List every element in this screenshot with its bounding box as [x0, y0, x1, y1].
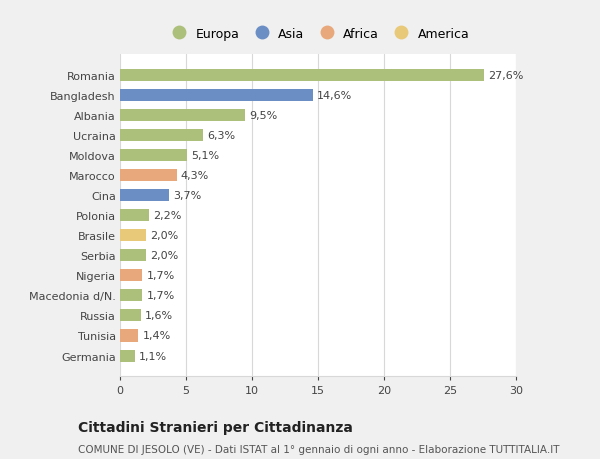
- Bar: [120, 310, 141, 322]
- Bar: [120, 350, 134, 362]
- Text: 1,1%: 1,1%: [139, 351, 167, 361]
- Bar: [120, 90, 313, 102]
- Text: 6,3%: 6,3%: [207, 131, 235, 141]
- Text: 4,3%: 4,3%: [181, 171, 209, 181]
- Text: 9,5%: 9,5%: [250, 111, 278, 121]
- Bar: [120, 110, 245, 122]
- Text: 5,1%: 5,1%: [191, 151, 220, 161]
- Text: 1,6%: 1,6%: [145, 311, 173, 321]
- Text: Cittadini Stranieri per Cittadinanza: Cittadini Stranieri per Cittadinanza: [78, 420, 353, 434]
- Text: 1,7%: 1,7%: [146, 291, 175, 301]
- Bar: [120, 190, 169, 202]
- Bar: [120, 150, 187, 162]
- Text: 2,2%: 2,2%: [153, 211, 181, 221]
- Bar: [120, 250, 146, 262]
- Text: 1,7%: 1,7%: [146, 271, 175, 281]
- Bar: [120, 70, 484, 82]
- Bar: [120, 210, 149, 222]
- Bar: [120, 270, 142, 282]
- Bar: [120, 170, 177, 182]
- Text: 2,0%: 2,0%: [151, 251, 179, 261]
- Legend: Europa, Asia, Africa, America: Europa, Asia, Africa, America: [161, 23, 475, 46]
- Text: COMUNE DI JESOLO (VE) - Dati ISTAT al 1° gennaio di ogni anno - Elaborazione TUT: COMUNE DI JESOLO (VE) - Dati ISTAT al 1°…: [78, 444, 560, 454]
- Bar: [120, 230, 146, 242]
- Text: 2,0%: 2,0%: [151, 231, 179, 241]
- Bar: [120, 130, 203, 142]
- Text: 3,7%: 3,7%: [173, 191, 201, 201]
- Text: 1,4%: 1,4%: [142, 331, 170, 341]
- Text: 14,6%: 14,6%: [317, 91, 352, 101]
- Text: 27,6%: 27,6%: [488, 71, 524, 81]
- Bar: [120, 290, 142, 302]
- Bar: [120, 330, 139, 342]
